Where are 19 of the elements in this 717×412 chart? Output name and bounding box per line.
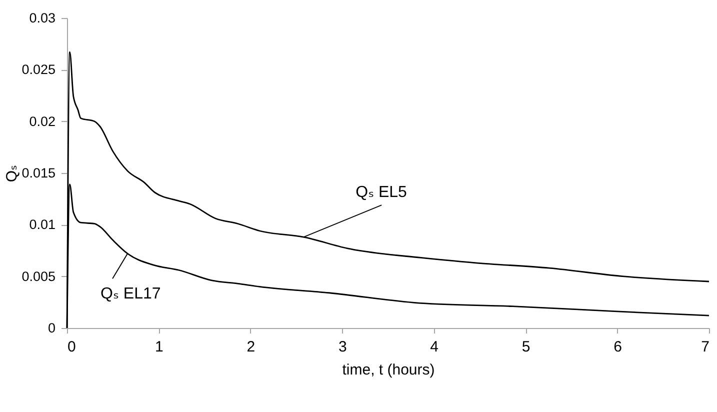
x-tick-label: 5 — [522, 338, 530, 356]
x-tick-label: 1 — [155, 338, 164, 356]
y-tick-label: 0.02 — [29, 114, 56, 129]
x-tick-label: 0 — [68, 338, 76, 356]
y-tick-label: 0.01 — [29, 217, 56, 232]
x-axis-title: time, t (hours) — [342, 362, 435, 378]
text: Qₛ EL5 — [356, 184, 408, 202]
y-tick-label: 0.03 — [29, 10, 56, 26]
x-tick-label: 4 — [430, 338, 439, 356]
legend-label: Qₛ EL17 — [100, 286, 161, 303]
y-axis-title: Qₛ — [4, 164, 20, 182]
x-tick-label: 6 — [614, 338, 622, 356]
y-tick-label: 0.005 — [22, 268, 56, 284]
y-tick-label: 0 — [48, 320, 56, 336]
y-tick-label: 0.015 — [22, 166, 56, 180]
x-tick-label: 7 — [701, 338, 710, 356]
y-tick-label: 0.025 — [22, 62, 56, 78]
x-tick-label: 2 — [246, 338, 256, 356]
x-tick-label: 3 — [338, 338, 347, 356]
